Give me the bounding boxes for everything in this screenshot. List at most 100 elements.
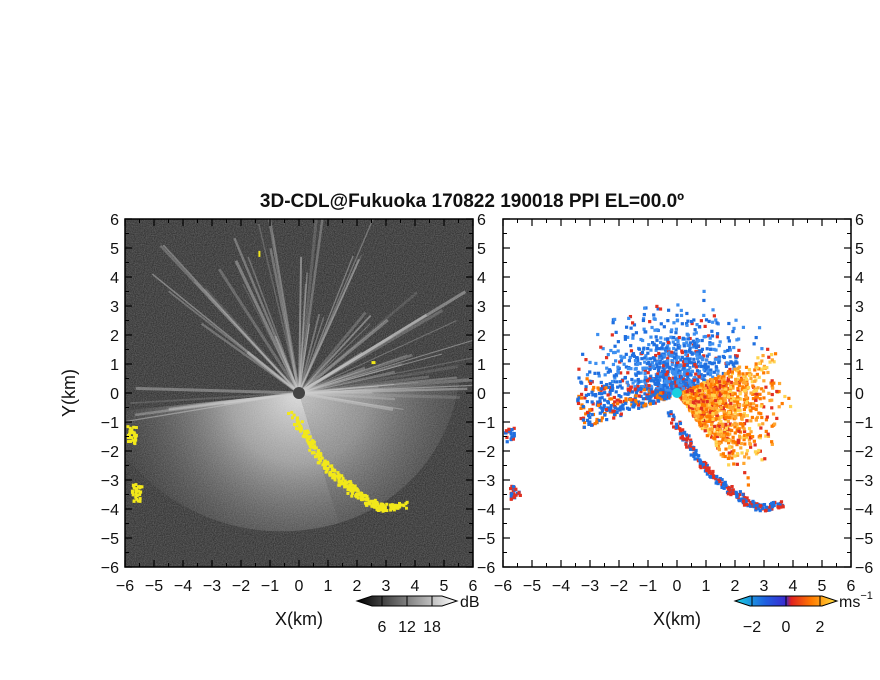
velocity-cell-receding <box>723 391 728 395</box>
velocity-cell-receding <box>701 426 705 430</box>
velocity-cell-receding <box>736 408 740 413</box>
intensity-beam <box>298 272 308 394</box>
edge-echo-cell <box>134 438 138 442</box>
velocity-cell-west <box>659 397 663 401</box>
velocity-cell-receding <box>758 434 763 438</box>
velocity-cell-approaching <box>629 326 633 330</box>
velocity-cell-approaching <box>663 383 667 388</box>
hard-target-cell <box>342 482 346 486</box>
velocity-cell-receding <box>696 414 700 418</box>
intensity-beam <box>298 353 443 394</box>
velocity-cell-target <box>708 474 712 478</box>
velocity-cell-target <box>689 441 693 446</box>
hard-target-cell <box>310 451 314 455</box>
velocity-cell-target <box>742 499 746 503</box>
velocity-cell-receding <box>772 381 776 385</box>
velocity-cell-receding <box>724 387 728 391</box>
velocity-cell-receding <box>746 432 750 437</box>
hard-target-cell <box>311 442 315 446</box>
velocity-cell-approaching <box>627 316 631 321</box>
velocity-cell-target <box>781 505 785 509</box>
velocity-cell-west <box>618 408 622 412</box>
velocity-cell-target <box>767 508 771 512</box>
velocity-cell-target <box>751 499 755 504</box>
velocity-cell-approaching <box>685 363 690 367</box>
velocity-cell-target <box>669 411 673 416</box>
velocity-cell-receding <box>743 455 747 459</box>
velocity-cell-approaching <box>636 359 640 363</box>
velocity-cell-approaching <box>689 350 693 354</box>
velocity-cell-approaching <box>679 358 683 362</box>
velocity-cell-receding <box>694 394 698 398</box>
velocity-cell-approaching <box>603 373 607 377</box>
hard-target-cell <box>365 494 369 498</box>
intensity-beam <box>274 335 300 394</box>
velocity-cell-receding <box>721 452 725 456</box>
velocity-cell-west <box>595 417 599 422</box>
velocity-cell-target <box>714 477 718 481</box>
velocity-cell-west <box>577 376 581 380</box>
velocity-cell-receding <box>744 405 748 409</box>
intensity-beam <box>298 391 460 399</box>
velocity-cell-receding <box>736 398 740 402</box>
velocity-cell-approaching <box>594 361 598 366</box>
hard-target-cell <box>348 483 352 487</box>
velocity-cell-receding <box>722 400 726 405</box>
velocity-cell-receding <box>721 422 725 426</box>
velocity-cell-approaching <box>604 356 609 360</box>
intensity-beam <box>298 392 404 410</box>
velocity-cell-target <box>755 503 759 508</box>
velocity-cell-west <box>633 396 637 400</box>
y-tick-label: 2 <box>110 328 119 345</box>
velocity-cell-approaching <box>652 313 656 317</box>
hard-target-cell <box>405 500 409 504</box>
velocity-cell-receding <box>735 452 740 456</box>
velocity-cell-receding <box>698 398 703 402</box>
velocity-cell-receding <box>698 389 702 393</box>
velocity-cell-target <box>731 491 735 495</box>
velocity-cell-target <box>764 505 769 509</box>
velocity-cell-receding <box>749 409 753 413</box>
intensity-beam <box>298 317 325 394</box>
x-tick-label: −3 <box>203 578 221 595</box>
hard-target-cell <box>385 502 389 506</box>
velocity-cell-approaching <box>665 370 669 374</box>
hard-target-cell <box>305 429 309 433</box>
velocity-cell-west <box>619 412 623 416</box>
hard-target-cell <box>344 484 348 488</box>
intensity-beam <box>125 392 300 423</box>
velocity-cell-edge <box>504 429 509 433</box>
velocity-cell-receding <box>699 415 704 419</box>
velocity-cell-receding <box>737 383 741 388</box>
velocity-cell-receding <box>700 402 705 407</box>
velocity-cell-approaching <box>619 371 623 375</box>
velocity-cell-west <box>633 403 637 407</box>
velocity-cell-receding <box>738 408 742 412</box>
velocity-cell-approaching <box>669 367 674 371</box>
velocity-cell-approaching <box>665 346 669 350</box>
velocity-cell-west <box>658 393 662 397</box>
hard-target-cell <box>348 480 352 484</box>
velocity-cell-approaching <box>683 369 687 373</box>
velocity-cell-approaching <box>653 328 657 332</box>
hard-target-cell <box>372 504 376 508</box>
hard-target-cell <box>296 427 300 431</box>
velocity-cell-receding <box>703 383 707 387</box>
velocity-cell-receding <box>753 387 757 391</box>
intensity-beam <box>134 391 300 417</box>
velocity-cell-receding <box>729 416 733 420</box>
velocity-cell-receding <box>728 439 733 443</box>
velocity-cell-target <box>705 463 709 468</box>
velocity-cell-receding <box>680 396 684 400</box>
intensity-beam <box>298 391 394 411</box>
velocity-cell-receding <box>744 401 749 405</box>
intensity-beam <box>194 281 300 394</box>
velocity-cell-approaching <box>654 335 658 339</box>
hard-target-cell <box>312 440 316 444</box>
velocity-cell-approaching <box>716 357 720 361</box>
velocity-cell-west <box>663 392 667 396</box>
velocity-cell-receding <box>745 398 749 402</box>
velocity-cell-target <box>667 414 671 418</box>
hard-target-cell <box>375 507 379 511</box>
velocity-cell-receding <box>756 450 760 455</box>
